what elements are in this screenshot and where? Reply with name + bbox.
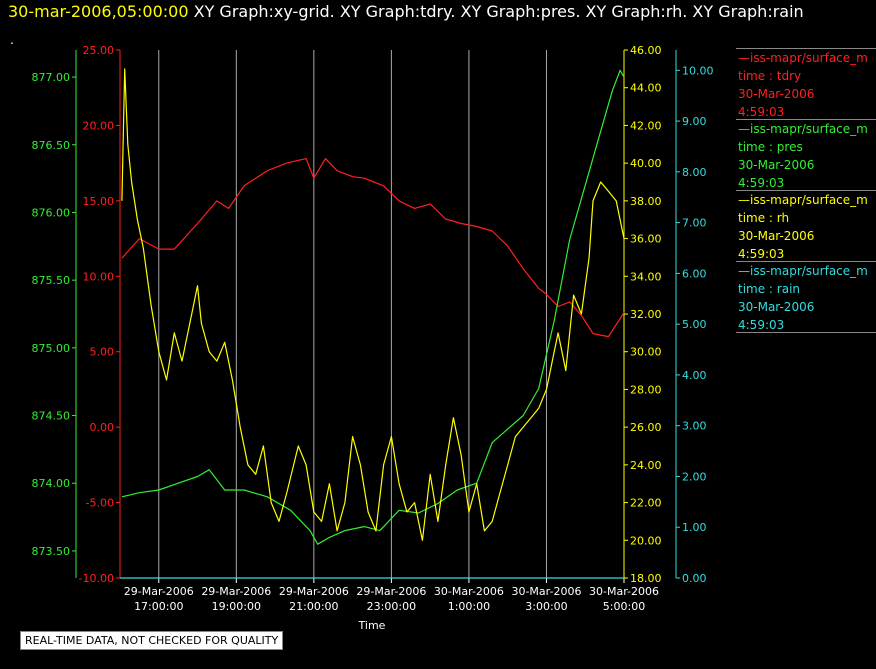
pres-tick-label: 875.00 [32, 342, 71, 355]
legend-var: time : rain [738, 282, 801, 296]
pres-tick-label: 877.00 [32, 71, 71, 84]
tdry-tick-label: 5.00 [90, 346, 115, 359]
rain-tick-label: 9.00 [682, 115, 707, 128]
legend-source: —iss-mapr/surface_m [738, 122, 868, 136]
legend-time: 4:59:03 [738, 176, 785, 190]
tdry-tick-label: 20.00 [83, 119, 115, 132]
x-tick-label-date: 30-Mar-2006 [434, 585, 504, 598]
graph-list: XY Graph:xy-grid. XY Graph:tdry. XY Grap… [193, 2, 804, 21]
rh-tick-label: 18.00 [630, 572, 662, 585]
pres-tick-label: 874.50 [32, 410, 71, 423]
disclaimer: REAL-TIME DATA, NOT CHECKED FOR QUALITY [20, 631, 284, 650]
rain-tick-label: 0.00 [682, 572, 707, 585]
rh-tick-label: 38.00 [630, 195, 662, 208]
pres-tick-label: 875.50 [32, 274, 71, 287]
rh-tick-label: 36.00 [630, 233, 662, 246]
legend-var: time : pres [738, 140, 803, 154]
pres-tick-label: 874.00 [32, 477, 71, 490]
legend-bottom-rule [736, 332, 876, 333]
title-bar: 30-mar-2006,05:00:00 XY Graph:xy-grid. X… [8, 2, 804, 21]
tdry-tick-label: 15.00 [83, 195, 115, 208]
rh-tick-label: 40.00 [630, 157, 662, 170]
x-tick-label-time: 3:00:00 [525, 600, 567, 613]
legend-date: 30-Mar-2006 [738, 158, 815, 172]
timestamp: 30-mar-2006,05:00:00 [8, 2, 189, 21]
rain-tick-label: 3.00 [682, 420, 707, 433]
legend-date: 30-Mar-2006 [738, 229, 815, 243]
legend-time: 4:59:03 [738, 318, 785, 332]
tdry-tick-label: 10.00 [83, 270, 115, 283]
rh-tick-label: 34.00 [630, 270, 662, 283]
legend-time: 4:59:03 [738, 105, 785, 119]
legend-date: 30-Mar-2006 [738, 87, 815, 101]
legend-source: —iss-mapr/surface_m [738, 193, 868, 207]
rh-tick-label: 44.00 [630, 82, 662, 95]
pres-tick-label: 876.00 [32, 206, 71, 219]
x-tick-label-date: 30-Mar-2006 [589, 585, 659, 598]
rain-tick-label: 7.00 [682, 217, 707, 230]
rain-tick-label: 10.00 [682, 64, 714, 77]
rh-tick-label: 32.00 [630, 308, 662, 321]
tdry-tick-label: 0.00 [90, 421, 115, 434]
rh-tick-label: 24.00 [630, 459, 662, 472]
x-tick-label-date: 30-Mar-2006 [511, 585, 581, 598]
rh-tick-label: 30.00 [630, 346, 662, 359]
rh-tick-label: 20.00 [630, 534, 662, 547]
rh-tick-label: 46.00 [630, 44, 662, 57]
rain-tick-label: 5.00 [682, 318, 707, 331]
dot-marker: . [10, 33, 14, 47]
rain-tick-label: 8.00 [682, 166, 707, 179]
tdry-tick-label: 25.00 [83, 44, 115, 57]
rh-tick-label: 28.00 [630, 383, 662, 396]
series-line-tdry [121, 158, 625, 338]
x-axis-label: Time [358, 619, 386, 632]
rh-tick-label: 42.00 [630, 119, 662, 132]
x-tick-label-time: 5:00:00 [603, 600, 645, 613]
rain-tick-label: 6.00 [682, 267, 707, 280]
legend-time: 4:59:03 [738, 247, 785, 261]
legend-source: —iss-mapr/surface_m [738, 51, 868, 65]
rain-tick-label: 4.00 [682, 369, 707, 382]
x-tick-label-time: 17:00:00 [134, 600, 183, 613]
legend-source: —iss-mapr/surface_m [738, 264, 868, 278]
rain-tick-label: 1.00 [682, 521, 707, 534]
legend: —iss-mapr/surface_m time : tdry 30-Mar-200… [736, 48, 876, 333]
x-tick-label-date: 29-Mar-2006 [124, 585, 194, 598]
legend-var: time : rh [738, 211, 790, 225]
x-tick-label-date: 29-Mar-2006 [201, 585, 271, 598]
x-tick-label-date: 29-Mar-2006 [279, 585, 349, 598]
pres-tick-label: 873.50 [32, 545, 71, 558]
rh-tick-label: 26.00 [630, 421, 662, 434]
legend-date: 30-Mar-2006 [738, 300, 815, 314]
x-tick-label-time: 19:00:00 [212, 600, 261, 613]
x-tick-label-time: 1:00:00 [448, 600, 490, 613]
series-line-rh [121, 68, 625, 541]
rain-tick-label: 2.00 [682, 470, 707, 483]
x-tick-label-time: 23:00:00 [367, 600, 416, 613]
x-tick-label-time: 21:00:00 [289, 600, 338, 613]
pres-tick-label: 876.50 [32, 139, 71, 152]
x-tick-label-date: 29-Mar-2006 [356, 585, 426, 598]
legend-var: time : tdry [738, 69, 802, 83]
tdry-tick-label: -5.00 [86, 497, 114, 510]
series-line-pres [121, 69, 625, 545]
rh-tick-label: 22.00 [630, 497, 662, 510]
tdry-tick-label: -10.00 [79, 572, 114, 585]
